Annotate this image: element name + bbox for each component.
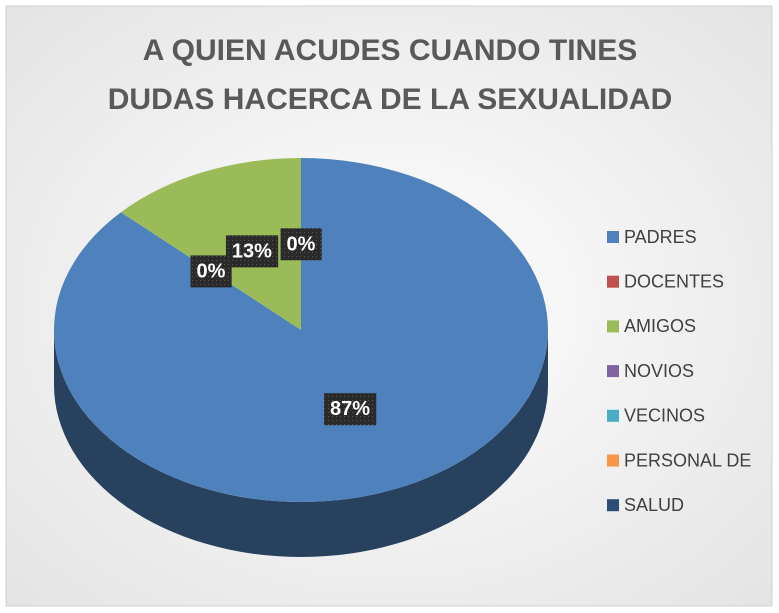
legend: PADRES DOCENTES AMIGOS NOVIOS VECINOS PERSONA… — [607, 227, 751, 515]
slice — [120, 158, 301, 330]
data-label-box — [280, 228, 322, 261]
legend-label: AMIGOS — [624, 316, 696, 336]
legend-swatch — [607, 365, 619, 378]
legend-label: PADRES — [624, 227, 697, 247]
slice — [53, 158, 549, 502]
legend-swatch — [607, 409, 619, 422]
chart-title: A QUIEN ACUDES CUANDO TINES — [143, 34, 637, 67]
data-label: 87% — [330, 398, 370, 420]
data-label: 0% — [197, 260, 226, 282]
data-label-box — [190, 255, 232, 288]
legend-swatch — [607, 275, 619, 288]
data-label-box — [225, 235, 279, 268]
legend-label: PERSONAL DE — [624, 450, 751, 470]
chart-title: DUDAS HACERCA DE LA SEXUALIDAD — [108, 83, 672, 116]
legend-label: NOVIOS — [624, 361, 694, 381]
legend-label: DOCENTES — [624, 271, 724, 291]
legend-label: VECINOS — [624, 406, 705, 426]
legend-swatch — [607, 231, 619, 243]
slice-side — [54, 330, 548, 557]
pie — [53, 158, 549, 557]
data-label-box — [324, 393, 377, 426]
legend-swatch — [607, 320, 619, 333]
legend-label: SALUD — [624, 495, 684, 515]
legend-swatch — [607, 454, 619, 467]
data-label: 0% — [287, 233, 316, 255]
legend-swatch — [607, 499, 619, 512]
data-label: 13% — [232, 240, 272, 262]
data-labels: 87% 0% 13% 0% — [190, 228, 377, 426]
